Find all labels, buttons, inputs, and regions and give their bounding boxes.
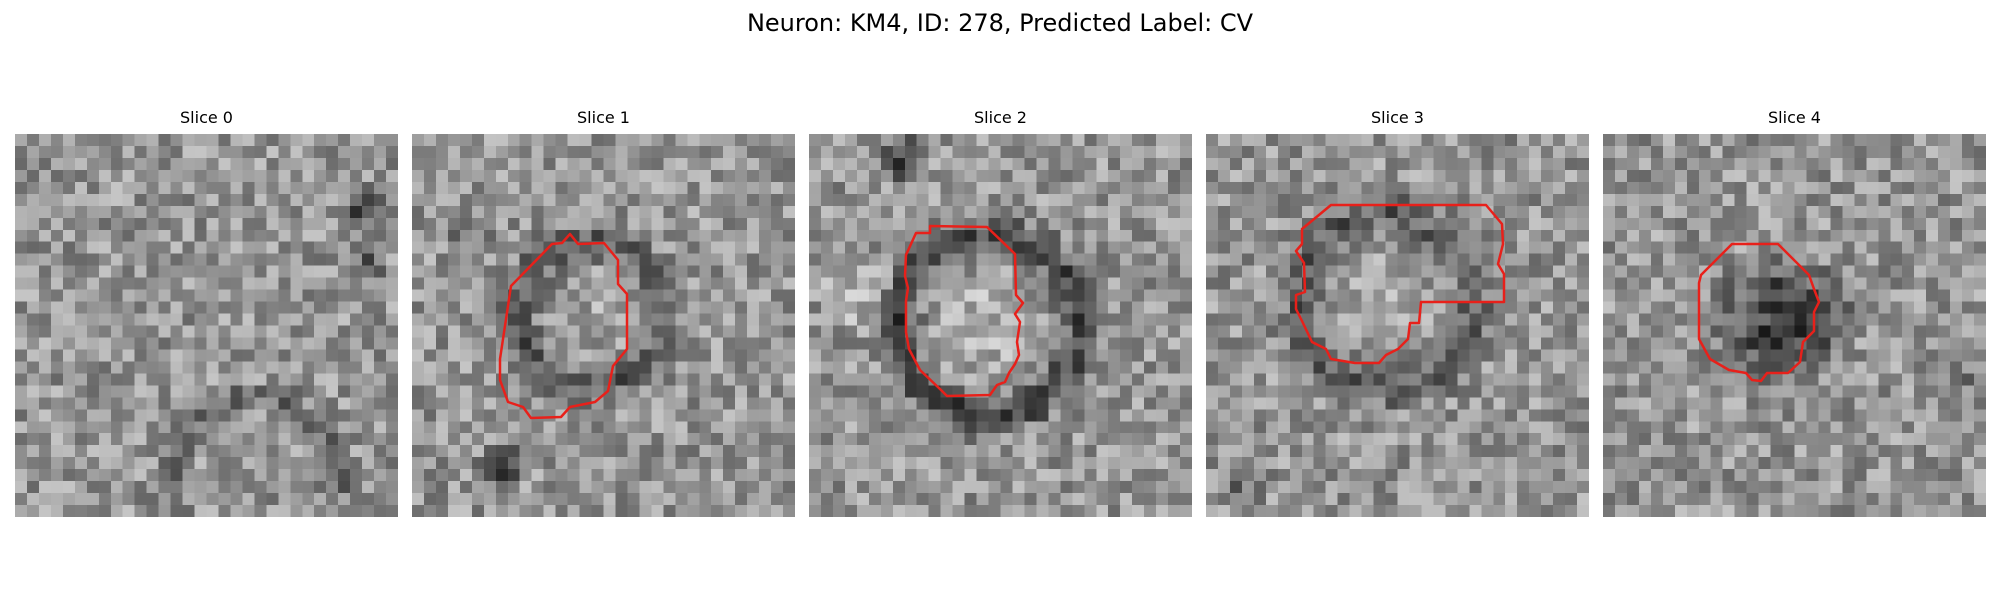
slice-image-4 — [1603, 134, 1986, 517]
slice-image-2 — [809, 134, 1192, 517]
predicted-contour-3 — [1294, 203, 1506, 365]
contour-overlay-2 — [903, 224, 1025, 398]
slice-image-1 — [412, 134, 795, 517]
slice-panel-0: Slice 0 — [15, 108, 398, 518]
slice-image-3 — [1206, 134, 1589, 517]
predicted-contour-4 — [1697, 242, 1821, 383]
slice-title-3: Slice 3 — [1371, 108, 1424, 127]
slice-panel-1: Slice 1 — [412, 108, 795, 518]
figure-title: Neuron: KM4, ID: 278, Predicted Label: C… — [746, 9, 1254, 37]
contour-overlay-1 — [498, 232, 629, 420]
slice-title-1: Slice 1 — [577, 108, 630, 127]
slice-panel-2: Slice 2 — [809, 108, 1192, 518]
predicted-contour-2 — [903, 224, 1025, 398]
slice-panel-3: Slice 3 — [1206, 108, 1589, 518]
slice-panel-4: Slice 4 — [1603, 108, 1986, 518]
predicted-contour-1 — [498, 232, 629, 420]
contour-overlay-4 — [1697, 242, 1821, 383]
contour-overlay-3 — [1294, 203, 1506, 365]
slice-image-0 — [15, 134, 398, 517]
slice-title-0: Slice 0 — [180, 108, 233, 127]
slice-title-4: Slice 4 — [1768, 108, 1821, 127]
slice-title-2: Slice 2 — [974, 108, 1027, 127]
